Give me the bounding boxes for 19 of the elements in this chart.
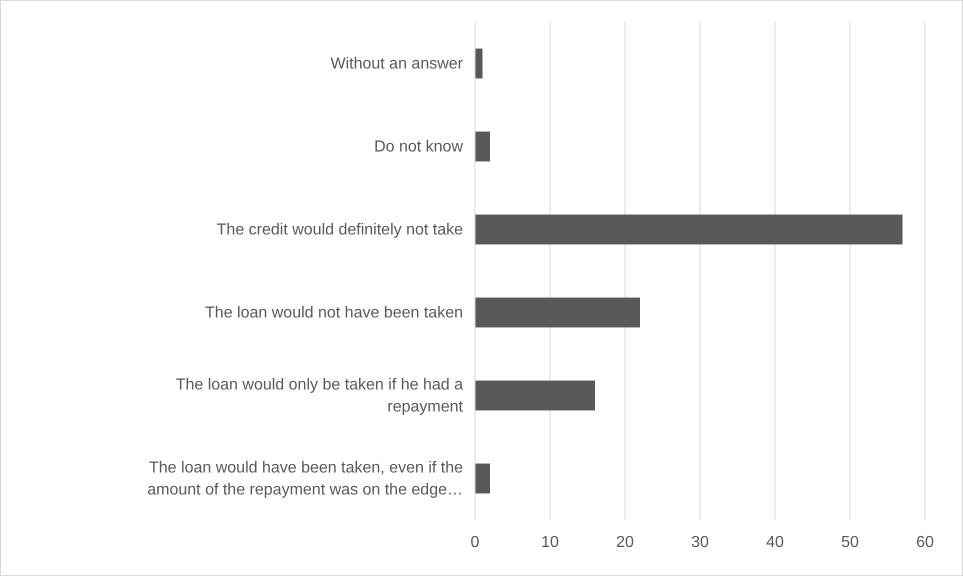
x-tick-label: 60 [916,534,934,551]
y-tick-label: The loan would have been taken, even if the amount of the repayment was on the edge… [147,459,464,498]
bar [475,380,595,410]
y-tick-label: The loan would only be taken if he had a repayment [176,376,464,415]
bar [475,464,490,494]
x-tick-label: 20 [616,534,634,551]
x-tick-label: 50 [841,534,859,551]
y-tick-label: Do not know [374,138,464,155]
bar [475,132,490,162]
x-tick-label: 40 [766,534,784,551]
bar [475,48,482,78]
y-tick-label: Without an answer [330,55,464,72]
x-tick-label: 10 [541,534,559,551]
y-tick-label: The loan would not have been taken [205,304,463,321]
bar [475,298,640,328]
bar [475,214,902,244]
x-tick-label: 30 [691,534,709,551]
x-tick-label: 0 [470,534,480,551]
y-tick-label: The credit would definitely not take [216,221,464,238]
